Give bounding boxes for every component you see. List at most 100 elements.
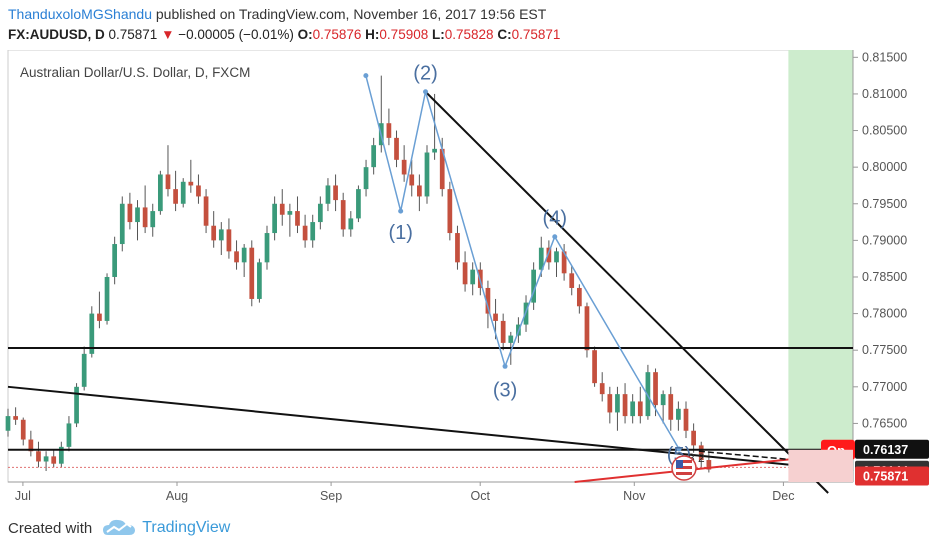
candle-body <box>371 145 377 168</box>
candle-body <box>417 185 422 197</box>
y-tick-label: 0.80000 <box>862 160 907 174</box>
wave-point <box>398 208 404 214</box>
x-tick-label: Dec <box>772 489 794 503</box>
published-text: published on TradingView.com, November 1… <box>155 6 547 22</box>
candle-body <box>28 439 34 452</box>
candle-body <box>569 273 575 288</box>
candle-body <box>508 335 514 343</box>
candle-body <box>97 313 102 321</box>
x-tick-label: Aug <box>166 489 188 503</box>
candle-body <box>622 394 628 417</box>
candle-body <box>287 211 293 215</box>
candle-body <box>257 262 262 299</box>
loss-zone <box>788 449 853 482</box>
wave-point <box>423 89 429 95</box>
candle-body <box>165 174 171 190</box>
candle-body <box>676 408 681 420</box>
price-label-value: 0.76137 <box>863 443 908 457</box>
candle-body <box>333 185 338 201</box>
candle-body <box>637 401 643 417</box>
candle-body <box>561 251 567 274</box>
symbol-header: FX:AUDUSD, D 0.75871 ▼ −0.00005 (−0.01%)… <box>8 27 560 42</box>
open-label: O: <box>297 27 313 42</box>
price-chart[interactable]: 0.81500 0.81000 0.80500 0.80000 0.79500 0.790… <box>0 50 932 512</box>
candle-body <box>447 189 453 234</box>
wave-point <box>502 363 508 369</box>
x-tick-label: Oct <box>470 489 490 503</box>
candle-body <box>386 123 392 138</box>
footer: Created with TradingView <box>8 518 230 538</box>
wave-label: (2) <box>413 63 437 85</box>
candle-body <box>455 233 460 263</box>
candle-body <box>462 262 468 285</box>
candle-body <box>691 430 696 446</box>
candle-body <box>493 313 498 321</box>
x-tick-label: Sep <box>320 489 342 503</box>
trendline <box>7 385 854 473</box>
symbol-name: FX:AUDUSD, D <box>8 27 105 42</box>
wave-point <box>676 446 682 452</box>
candle-body <box>295 211 300 226</box>
us-flag-icon <box>671 455 697 481</box>
tradingview-brand[interactable]: TradingView <box>102 518 230 538</box>
price-change: −0.00005 (−0.01%) <box>178 27 294 42</box>
candle-body <box>66 423 72 447</box>
candle-body <box>683 408 689 431</box>
candle-body <box>51 456 57 464</box>
candle-body <box>645 372 651 417</box>
wave-label: (1) <box>388 222 412 244</box>
candle-body <box>5 416 11 431</box>
close-label: C: <box>497 27 512 42</box>
candle-body <box>546 247 552 263</box>
candle-body <box>698 445 704 461</box>
candle-body <box>218 229 224 241</box>
high-label: H: <box>365 27 380 42</box>
candle-body <box>302 225 308 241</box>
y-tick-label: 0.78500 <box>862 270 907 284</box>
x-tick-label: Nov <box>623 489 646 503</box>
candle-body <box>135 207 140 223</box>
candle-body <box>36 451 41 462</box>
candle-body <box>43 456 49 462</box>
candle-body <box>196 185 201 197</box>
target-zone <box>788 50 853 450</box>
candle-body <box>554 251 559 263</box>
candle-body <box>264 233 270 263</box>
tradingview-label: TradingView <box>142 519 231 536</box>
candle-body <box>112 244 118 277</box>
candle-body <box>119 203 125 245</box>
candle-body <box>142 207 148 228</box>
candle-body <box>310 222 316 241</box>
candle-body <box>241 247 247 263</box>
publish-header: ThanduxoloMGShandu published on TradingV… <box>8 6 546 22</box>
candle-body <box>127 203 133 223</box>
price-label-box <box>855 466 929 486</box>
plot-area[interactable] <box>7 50 854 483</box>
candle-body <box>485 287 491 314</box>
candle-body <box>615 394 620 413</box>
candle-body <box>500 320 506 343</box>
candle-body <box>180 181 186 204</box>
down-arrow-icon: ▼ <box>161 27 175 42</box>
candle-body <box>630 401 636 417</box>
candle-body <box>20 419 26 440</box>
candle-body <box>576 287 582 307</box>
candle-body <box>272 203 277 234</box>
author-link[interactable]: ThanduxoloMGShandu <box>8 6 152 22</box>
wave-point <box>363 73 369 79</box>
price-label-box <box>855 439 929 459</box>
candle-body <box>668 394 674 420</box>
chart-title: Australian Dollar/U.S. Dollar, D, FXCM <box>20 65 250 80</box>
candle-body <box>599 383 605 395</box>
candle-body <box>706 460 712 470</box>
candle-body <box>203 196 209 226</box>
x-tick-label: Jul <box>15 489 31 503</box>
y-tick-label: 0.76500 <box>862 416 907 430</box>
candle-body <box>226 229 232 252</box>
created-with-text: Created with <box>8 519 93 537</box>
candle-body <box>340 200 346 230</box>
candle-body <box>592 350 597 384</box>
y-tick-label: 0.81500 <box>862 50 907 64</box>
y-tick-label: 0.79000 <box>862 233 907 247</box>
candle-body <box>538 247 544 270</box>
